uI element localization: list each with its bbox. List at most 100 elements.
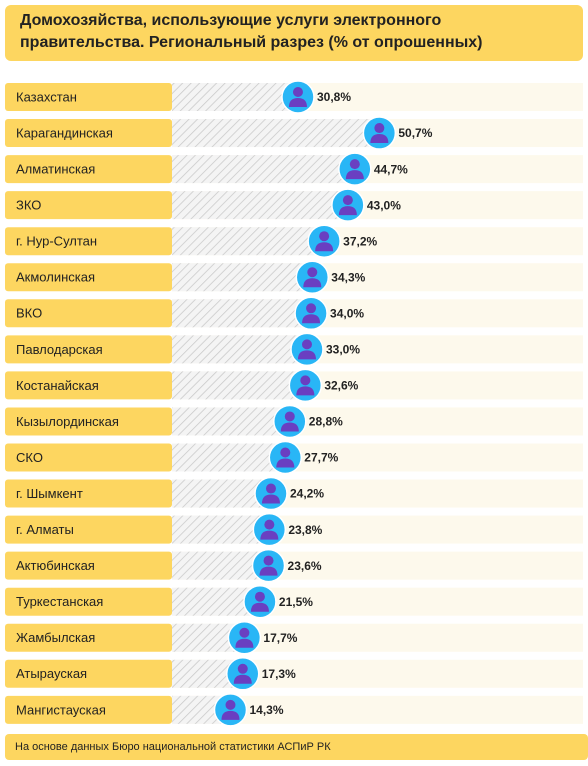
value-label: 43,0% [367,198,401,212]
category-box [5,695,172,724]
category-box [5,371,172,400]
category-label: Актюбинская [16,558,95,573]
category-label: Туркестанская [16,594,103,609]
chart-title: Домохозяйства, использующие услуги элект… [5,5,583,61]
person-head [280,447,291,458]
marker-circle [251,548,286,583]
bar [172,371,306,400]
marker-circle [362,116,397,150]
category-box [5,155,172,184]
marker-circle [307,224,341,258]
category-box [5,587,172,616]
value-label: 23,6% [288,559,322,573]
person-head [265,483,276,494]
marker-icon [254,476,288,511]
marker-icon [288,368,323,403]
person-head [349,159,360,170]
category-label: г. Шымкент [16,486,83,501]
category-label: Жамбылская [16,630,95,645]
value-label: 17,7% [263,631,297,645]
person-head [307,267,318,278]
marker-icon [290,332,324,367]
person-body [276,458,295,468]
category-label: Атырауская [16,666,87,681]
person-head [301,339,312,350]
category-label: Кызылординская [16,414,119,429]
marker-icon [362,116,397,150]
person-body [280,422,299,432]
person-head [300,375,311,386]
category-label: Алматинская [16,162,95,177]
marker-icon [213,693,248,727]
value-label: 34,3% [331,270,365,284]
person-body [296,386,315,396]
person-head [263,555,274,566]
person-body [250,602,269,612]
value-label: 33,0% [326,343,360,357]
value-label: 28,8% [309,415,343,429]
category-label: Павлодарская [16,342,103,357]
person-body [261,494,280,504]
marker-icon [243,584,277,619]
person-body [260,530,279,540]
person-body [288,98,307,107]
marker-icon [251,548,286,583]
category-label: Костанайская [16,378,99,393]
bar [172,443,286,472]
person-head [306,303,317,314]
person-head [319,231,330,242]
value-label: 32,6% [324,379,358,393]
marker-circle [338,152,372,186]
bar [172,407,290,436]
person-body [315,242,334,252]
category-label: г. Алматы [16,522,74,537]
value-label: 21,5% [279,595,313,609]
category-label: г. Нур-Султан [16,234,97,249]
person-body [233,674,252,684]
value-label: 27,7% [304,451,338,465]
value-label: 17,3% [262,667,296,681]
bar [172,299,312,328]
bar [172,83,298,111]
category-box [5,623,172,652]
bar [172,191,348,220]
person-body [259,566,278,576]
value-label: 30,8% [317,90,351,104]
bar [172,227,325,256]
bar [172,155,355,184]
person-head [254,591,265,602]
category-label: Мангистауская [16,702,106,717]
category-label: ВКО [16,306,42,321]
person-body [370,134,389,144]
value-label: 50,7% [398,126,432,140]
category-label: Акмолинская [16,270,95,285]
marker-icon [226,657,260,691]
source-note: На основе данных Бюро национальной стати… [5,734,588,760]
bar [172,263,313,292]
value-label: 24,2% [290,487,324,501]
bar [172,335,307,364]
category-box [5,119,172,148]
bar [172,119,380,148]
marker-icon [331,188,365,222]
category-box [5,551,172,580]
person-body [221,710,240,720]
category-box [5,227,172,256]
category-label: Карагандинская [16,125,113,140]
person-head [342,195,353,206]
category-label: Казахстан [16,89,77,104]
category-box [5,479,172,508]
category-box [5,335,172,364]
category-label: ЗКО [16,198,41,213]
category-box [5,83,172,111]
value-label: 34,0% [330,306,364,320]
marker-icon [227,621,262,655]
chart: Казахстан 30,8% Карагандинская 50,7% Алматин… [5,80,583,727]
person-body [338,206,357,216]
value-label: 44,7% [374,162,408,176]
person-body [297,350,316,360]
person-body [345,170,364,180]
category-box [5,299,172,328]
person-head [239,627,250,638]
